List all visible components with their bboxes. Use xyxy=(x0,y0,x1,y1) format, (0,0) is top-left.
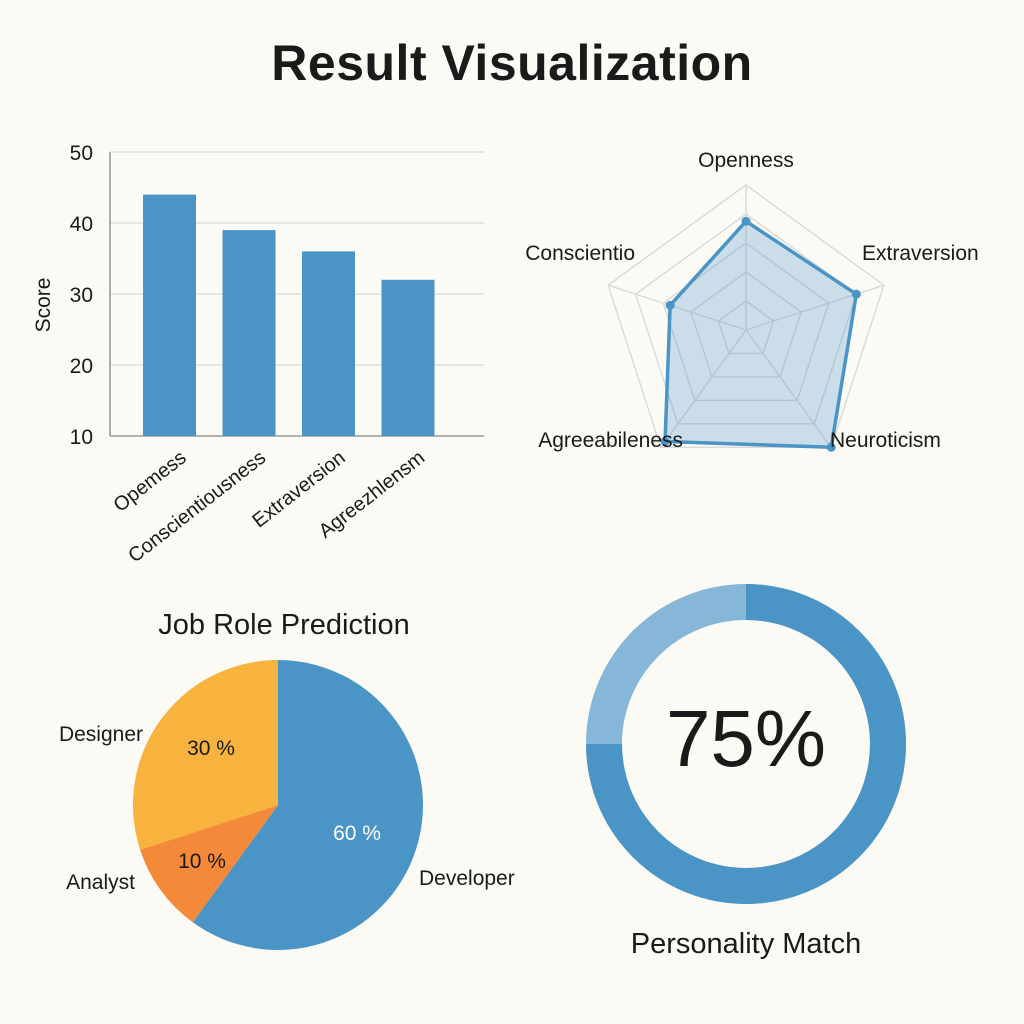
radar-axis-label: Conscientio xyxy=(525,242,635,265)
pie-slice-label: Developer xyxy=(419,867,515,890)
radar-series xyxy=(660,216,861,452)
bar-chart-bars xyxy=(143,194,435,436)
radar-grid-ring xyxy=(717,300,775,355)
radar-area xyxy=(663,219,859,450)
pie-slice xyxy=(140,805,278,923)
pie-slice-percent: 60 % xyxy=(333,822,381,845)
radar-spoke xyxy=(745,284,885,331)
radar-grid-ring xyxy=(662,242,830,402)
bar-category-label: Opemess xyxy=(110,447,191,517)
bar-chart-categories: OpemessConscientiousnessExtraversionAgre… xyxy=(110,447,429,568)
pie-slice-label: Analyst xyxy=(66,871,135,894)
donut-chart-title: Personality Match xyxy=(631,928,862,960)
radar-point xyxy=(665,300,675,310)
bar xyxy=(222,230,276,436)
donut-rings xyxy=(586,584,906,904)
bar xyxy=(143,194,196,436)
pie-chart-title: Job Role Prediction xyxy=(158,609,409,641)
bar-y-tick-label: 30 xyxy=(70,284,93,307)
bar-chart-y-ticks: 10 20 30 40 50 xyxy=(70,142,93,449)
radar-point xyxy=(851,289,861,299)
bar-y-tick-label: 10 xyxy=(70,426,93,449)
pie-slice-percent: 30 % xyxy=(187,737,235,760)
bar-category-label: Conscientiousness xyxy=(124,447,270,568)
bar xyxy=(381,279,435,436)
pie-labels: Developer 60 % Analyst 10 % Designer 30 % xyxy=(59,723,515,894)
bar-y-tick-label: 50 xyxy=(70,142,93,165)
pie-chart: Job Role Prediction Developer 60 % Analyst… xyxy=(59,609,515,950)
donut-value-arc xyxy=(586,584,906,904)
radar-axis-label: Openness xyxy=(698,149,794,172)
radar-axis-labels: Openness Extraversion Neuroticism Agreeabil… xyxy=(525,149,978,452)
radar-grid-ring xyxy=(690,271,802,378)
radar-point xyxy=(826,442,836,452)
donut-value-label: 75% xyxy=(666,694,826,783)
radar-spoke xyxy=(660,329,747,448)
pie-slice xyxy=(192,660,423,950)
donut-chart: 75% Personality Match xyxy=(586,584,906,960)
pie-slice-percent: 10 % xyxy=(178,850,226,873)
radar-axis-label: Neuroticism xyxy=(830,429,941,452)
radar-spoke xyxy=(607,284,747,331)
bar-chart-ylabel: Score xyxy=(32,278,55,333)
radar-axis-label: Extraversion xyxy=(862,242,979,265)
pie-slice-label: Designer xyxy=(59,723,143,746)
pie-slices xyxy=(132,660,423,950)
radar-point xyxy=(660,436,670,446)
radar-grid-ring xyxy=(607,184,885,449)
radar-axis-label: Agreeabileness xyxy=(538,429,683,452)
pie-slice xyxy=(132,660,278,850)
bar-y-tick-label: 20 xyxy=(70,355,93,378)
bar-y-tick-label: 40 xyxy=(70,213,93,236)
radar-spoke xyxy=(745,329,832,448)
radar-chart: Openness Extraversion Neuroticism Agreeabil… xyxy=(525,149,978,452)
bar xyxy=(302,251,355,436)
bar-chart: 10 20 30 40 50 OpemessConscientiousnessExtra… xyxy=(32,142,484,567)
page-title: Result Visualization xyxy=(271,35,753,91)
radar-point xyxy=(741,216,751,226)
